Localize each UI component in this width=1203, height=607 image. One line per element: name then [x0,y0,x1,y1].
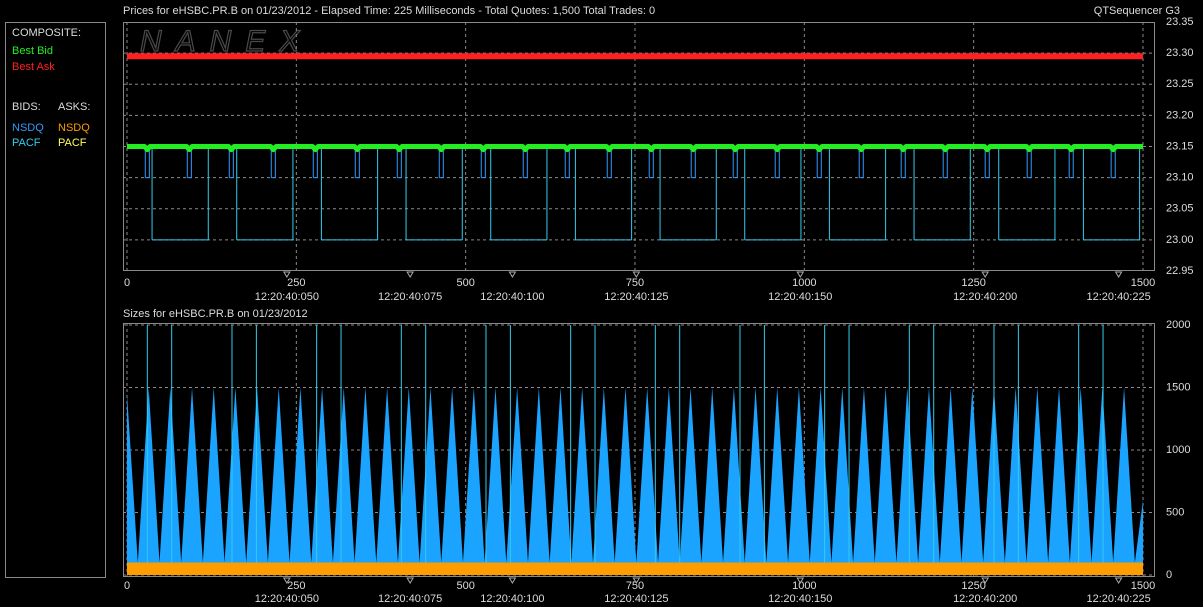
size-area [127,387,1143,575]
time-label: 12:20:40:050 [255,593,319,605]
time-label: 12:20:40:100 [480,593,544,605]
time-marker [796,271,805,278]
time-marker [406,577,415,584]
y-tick-label: 23.25 [1166,78,1194,90]
y-tick-label: 23.05 [1166,203,1194,215]
x-tick-label: 1000 [792,277,816,289]
y-tick-label: 2000 [1166,319,1190,331]
x-tick-label: 1500 [1131,277,1155,289]
y-tick-label: 23.30 [1166,47,1194,59]
size-area [127,562,1143,575]
y-tick-label: 500 [1166,506,1184,518]
time-marker [1114,271,1123,278]
time-marker [282,577,291,584]
time-marker [796,577,805,584]
time-marker [632,577,641,584]
chart-subtitle: QTSequencer G3 [1094,5,1180,17]
plot-area [123,22,1155,271]
plot-area [123,323,1155,577]
x-tick-label: 250 [287,277,305,289]
y-tick-label: 23.35 [1166,16,1194,28]
y-tick-label: 23.20 [1166,109,1194,121]
chart-title: Prices for eHSBC.PR.B on 01/23/2012 - El… [123,5,655,17]
x-tick-label: 250 [287,580,305,592]
y-tick-label: 23.10 [1166,172,1194,184]
legend-heading: COMPOSITE: [12,27,81,39]
legend-entry: Best Bid [12,45,53,57]
time-label: 12:20:40:075 [378,291,442,303]
legend-entry: PACF [12,137,41,149]
legend-heading: ASKS: [58,101,90,113]
x-tick-label: 500 [456,580,474,592]
x-tick-label: 750 [626,277,644,289]
time-marker [632,271,641,278]
time-marker [981,271,990,278]
x-tick-label: 750 [626,580,644,592]
x-tick-label: 0 [124,580,130,592]
time-label: 12:20:40:125 [604,291,668,303]
time-label: 12:20:40:100 [480,291,544,303]
y-tick-label: 1500 [1166,381,1190,393]
y-tick-label: 22.95 [1166,265,1194,277]
time-label: 12:20:40:200 [953,291,1017,303]
time-label: 12:20:40:075 [378,593,442,605]
x-tick-label: 1250 [961,277,985,289]
time-marker [981,577,990,584]
chart-title: Sizes for eHSBC.PR.B on 01/23/2012 [123,308,308,320]
legend-entry: PACF [58,137,87,149]
time-marker [406,271,415,278]
time-marker [508,271,517,278]
x-tick-label: 1250 [961,580,985,592]
time-label: 12:20:40:050 [255,291,319,303]
legend-entry: NSDQ [58,122,90,134]
x-tick-label: 1500 [1131,580,1155,592]
legend-panel [5,22,106,578]
price-line [127,144,1143,153]
time-marker [1114,577,1123,584]
legend-entry: NSDQ [12,122,44,134]
x-tick-label: 1000 [792,580,816,592]
x-tick-label: 0 [124,277,130,289]
time-label: 12:20:40:150 [768,593,832,605]
time-label: 12:20:40:225 [1086,291,1150,303]
x-tick-label: 500 [456,277,474,289]
legend-heading: BIDS: [12,101,41,113]
time-marker [508,577,517,584]
time-label: 12:20:40:200 [953,593,1017,605]
time-marker [282,271,291,278]
legend-entry: Best Ask [12,61,55,73]
y-tick-label: 1000 [1166,444,1190,456]
time-label: 12:20:40:125 [604,593,668,605]
time-label: 12:20:40:225 [1086,593,1150,605]
time-label: 12:20:40:150 [768,291,832,303]
y-tick-label: 23.00 [1166,234,1194,246]
y-tick-label: 23.15 [1166,140,1194,152]
y-tick-label: 0 [1166,569,1172,581]
